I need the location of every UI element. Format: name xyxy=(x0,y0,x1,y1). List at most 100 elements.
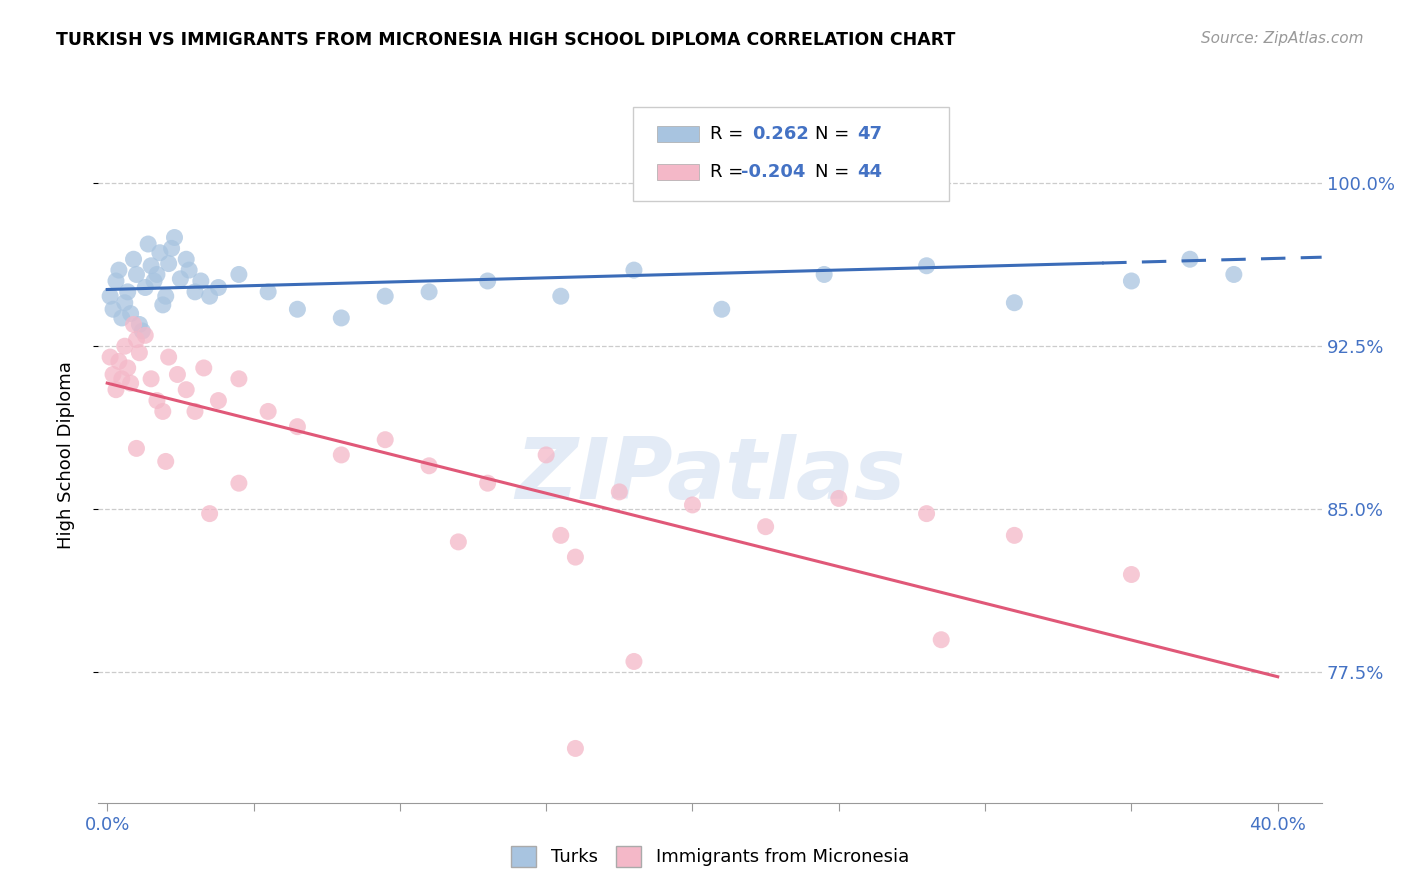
Point xyxy=(534,448,557,462)
Point xyxy=(330,448,353,462)
Point xyxy=(287,419,309,434)
Point xyxy=(157,350,180,364)
Point xyxy=(114,295,136,310)
Text: N =: N = xyxy=(815,163,855,181)
Point xyxy=(682,498,704,512)
Point xyxy=(179,263,201,277)
Text: R =: R = xyxy=(710,163,749,181)
Text: ZIPatlas: ZIPatlas xyxy=(515,434,905,517)
Point xyxy=(98,289,121,303)
Point xyxy=(146,268,169,282)
Point xyxy=(155,454,177,468)
Point xyxy=(152,404,174,418)
Point xyxy=(710,302,733,317)
Point xyxy=(198,289,221,303)
Point xyxy=(564,550,586,565)
Point xyxy=(104,274,127,288)
Text: 44: 44 xyxy=(858,163,883,181)
Point xyxy=(550,528,572,542)
Point xyxy=(755,519,778,533)
Point xyxy=(98,350,121,364)
Point xyxy=(207,393,229,408)
Point xyxy=(134,328,156,343)
Text: TURKISH VS IMMIGRANTS FROM MICRONESIA HIGH SCHOOL DIPLOMA CORRELATION CHART: TURKISH VS IMMIGRANTS FROM MICRONESIA HI… xyxy=(56,31,956,49)
Point xyxy=(114,339,136,353)
Point xyxy=(564,741,586,756)
Point xyxy=(190,274,212,288)
Point xyxy=(1002,295,1025,310)
Point xyxy=(477,274,499,288)
Point xyxy=(125,442,148,456)
Point xyxy=(134,280,156,294)
Text: N =: N = xyxy=(815,125,855,143)
Point xyxy=(108,354,131,368)
Text: R =: R = xyxy=(710,125,749,143)
Point xyxy=(139,372,162,386)
Point xyxy=(120,307,142,321)
Point xyxy=(111,310,134,325)
Point xyxy=(550,289,572,303)
Point xyxy=(117,285,139,299)
Point xyxy=(1223,268,1246,282)
Point xyxy=(120,376,142,391)
Point xyxy=(122,252,145,267)
Point xyxy=(125,268,148,282)
Point xyxy=(1178,252,1201,267)
Point xyxy=(623,655,645,669)
Point xyxy=(146,393,169,408)
Point xyxy=(111,372,134,386)
Point xyxy=(607,484,630,499)
Point xyxy=(418,458,440,473)
Point xyxy=(207,280,229,294)
Point xyxy=(915,259,938,273)
Point xyxy=(198,507,221,521)
Point xyxy=(160,241,183,255)
Point xyxy=(828,491,851,506)
Point xyxy=(131,324,153,338)
Point xyxy=(104,383,127,397)
Point xyxy=(108,263,131,277)
Text: 0.262: 0.262 xyxy=(752,125,808,143)
Point xyxy=(1002,528,1025,542)
Point xyxy=(136,237,159,252)
Point xyxy=(813,268,835,282)
Point xyxy=(184,404,207,418)
Point xyxy=(117,360,139,375)
Legend: Turks, Immigrants from Micronesia: Turks, Immigrants from Micronesia xyxy=(503,838,917,874)
Point xyxy=(193,360,215,375)
Point xyxy=(447,534,470,549)
Point xyxy=(1121,274,1143,288)
Point xyxy=(128,345,150,359)
Point xyxy=(166,368,188,382)
Point xyxy=(915,507,938,521)
Point xyxy=(228,476,250,491)
Point xyxy=(257,404,280,418)
Point xyxy=(174,383,197,397)
Text: -0.204: -0.204 xyxy=(741,163,806,181)
Text: Source: ZipAtlas.com: Source: ZipAtlas.com xyxy=(1201,31,1364,46)
Point xyxy=(184,285,207,299)
Point xyxy=(418,285,440,299)
Point xyxy=(163,230,186,244)
Point xyxy=(228,268,250,282)
Point xyxy=(143,274,166,288)
Point xyxy=(101,368,124,382)
Point xyxy=(152,298,174,312)
Point xyxy=(174,252,197,267)
Point xyxy=(101,302,124,317)
Point xyxy=(257,285,280,299)
Point xyxy=(228,372,250,386)
Point xyxy=(169,272,191,286)
Point xyxy=(477,476,499,491)
Point xyxy=(139,259,162,273)
Y-axis label: High School Diploma: High School Diploma xyxy=(56,361,75,549)
Point xyxy=(287,302,309,317)
Point xyxy=(330,310,353,325)
Point xyxy=(128,318,150,332)
Point xyxy=(155,289,177,303)
Point xyxy=(125,333,148,347)
Point xyxy=(157,256,180,270)
Point xyxy=(623,263,645,277)
Point xyxy=(374,289,396,303)
Text: 47: 47 xyxy=(858,125,883,143)
